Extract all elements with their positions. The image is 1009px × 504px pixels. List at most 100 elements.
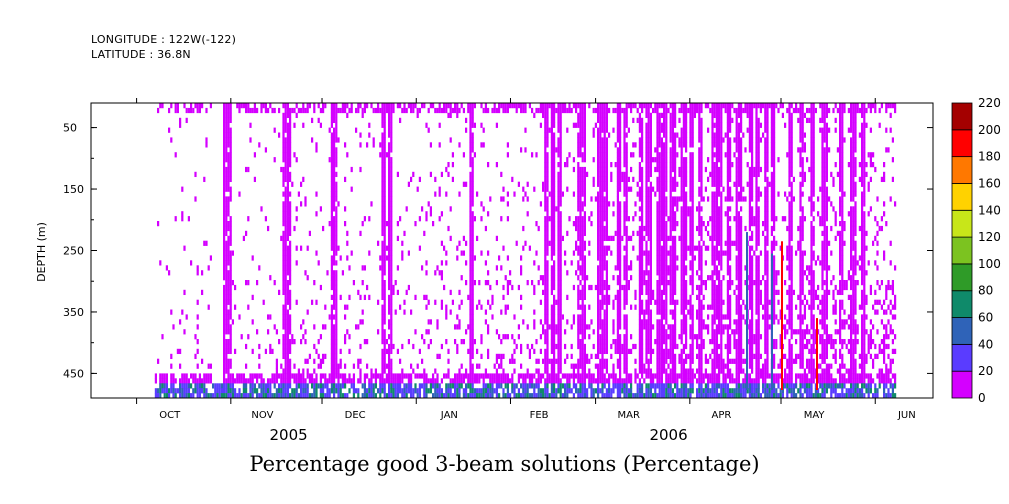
heatmap-cell <box>601 201 604 207</box>
heatmap-cell <box>229 284 232 291</box>
heatmap-cell <box>194 373 197 379</box>
heatmap-cell <box>335 103 338 109</box>
heatmap-cell <box>511 373 514 379</box>
heatmap-cell <box>559 339 562 345</box>
heatmap-cell <box>348 107 351 114</box>
heatmap-cell <box>203 383 206 389</box>
heatmap-cell <box>698 260 701 266</box>
heatmap-cell <box>656 299 659 305</box>
heatmap-cell <box>385 339 388 345</box>
heatmap-cell <box>658 162 661 168</box>
heatmap-cell <box>286 324 289 330</box>
heatmap-cell <box>249 122 252 128</box>
heatmap-cell <box>297 368 300 374</box>
heatmap-cell <box>689 388 692 394</box>
heatmap-cell <box>264 147 267 153</box>
heatmap-cell <box>645 334 648 340</box>
heatmap-cell <box>333 206 336 212</box>
heatmap-cell <box>711 122 714 128</box>
heatmap-cell <box>579 388 582 394</box>
heatmap-cell <box>324 383 327 389</box>
heatmap-cell <box>544 260 547 266</box>
heatmap-cell <box>623 147 626 153</box>
heatmap-cell <box>284 348 287 355</box>
heatmap-cell <box>201 388 204 394</box>
heatmap-cell <box>227 270 230 276</box>
heatmap-cell <box>665 393 668 399</box>
heatmap-cell <box>390 368 393 374</box>
heatmap-cell <box>289 289 292 296</box>
heatmap-cell <box>454 393 457 399</box>
heatmap-cell <box>445 103 448 109</box>
heatmap-cell <box>337 107 340 114</box>
heatmap-cell <box>249 388 252 394</box>
heatmap-cell <box>623 176 626 183</box>
heatmap-cell <box>227 107 230 114</box>
heatmap-cell <box>172 373 175 379</box>
heatmap-cell <box>680 284 683 291</box>
heatmap-cell <box>383 353 386 360</box>
heatmap-cell <box>663 221 666 227</box>
heatmap-cell <box>383 339 386 345</box>
heatmap-cell <box>652 294 655 301</box>
heatmap-cell <box>612 275 615 281</box>
heatmap-cell <box>256 107 259 114</box>
heatmap-cell <box>700 152 703 158</box>
heatmap-cell <box>579 206 582 212</box>
heatmap-cell <box>381 181 384 187</box>
heatmap-cell <box>605 201 608 207</box>
heatmap-cell <box>284 117 287 124</box>
heatmap-cell <box>282 137 285 143</box>
heatmap-cell <box>535 383 538 389</box>
heatmap-cell <box>581 206 584 212</box>
heatmap-cell <box>592 176 595 183</box>
heatmap-cell <box>649 294 652 301</box>
heatmap-cell <box>625 216 628 222</box>
heatmap-cell <box>704 368 707 374</box>
heatmap-cell <box>575 122 578 128</box>
heatmap-cell <box>638 245 641 251</box>
heatmap-cell <box>660 324 663 330</box>
heatmap-cell <box>284 314 287 320</box>
heatmap-cell <box>610 235 613 242</box>
heatmap-cell <box>656 334 659 340</box>
heatmap-cell <box>619 211 622 217</box>
heatmap-cell <box>467 393 470 399</box>
heatmap-cell <box>374 368 377 374</box>
heatmap-cell <box>319 334 322 340</box>
heatmap-cell <box>201 289 204 296</box>
heatmap-cell <box>410 176 413 183</box>
heatmap-cell <box>663 324 666 330</box>
heatmap-cell <box>555 107 558 114</box>
heatmap-cell <box>553 181 556 187</box>
heatmap-cell <box>559 314 562 320</box>
heatmap-cell <box>553 383 556 389</box>
heatmap-cell <box>284 255 287 261</box>
heatmap-cell <box>383 378 386 384</box>
heatmap-cell <box>542 275 545 281</box>
heatmap-cell <box>577 245 580 251</box>
heatmap-cell <box>647 304 650 310</box>
heatmap-cell <box>471 294 474 301</box>
heatmap-cell <box>476 191 479 197</box>
heatmap-cell <box>392 343 395 350</box>
heatmap-cell <box>330 122 333 128</box>
heatmap-cell <box>665 388 668 394</box>
heatmap-cell <box>500 378 503 384</box>
heatmap-cell <box>487 107 490 114</box>
heatmap-cell <box>526 280 529 286</box>
heatmap-cell <box>557 245 560 251</box>
heatmap-cell <box>583 334 586 340</box>
heatmap-cell <box>544 206 547 212</box>
heatmap-cell <box>517 284 520 291</box>
heatmap-cell <box>579 363 582 369</box>
heatmap-cell <box>685 324 688 330</box>
heatmap-cell <box>685 230 688 237</box>
heatmap-cell <box>284 191 287 197</box>
heatmap-cell <box>286 142 289 148</box>
heatmap-cell <box>590 393 593 399</box>
heatmap-cell <box>702 393 705 399</box>
heatmap-cell <box>597 157 600 163</box>
heatmap-cell <box>663 235 666 242</box>
heatmap-cell <box>616 191 619 197</box>
